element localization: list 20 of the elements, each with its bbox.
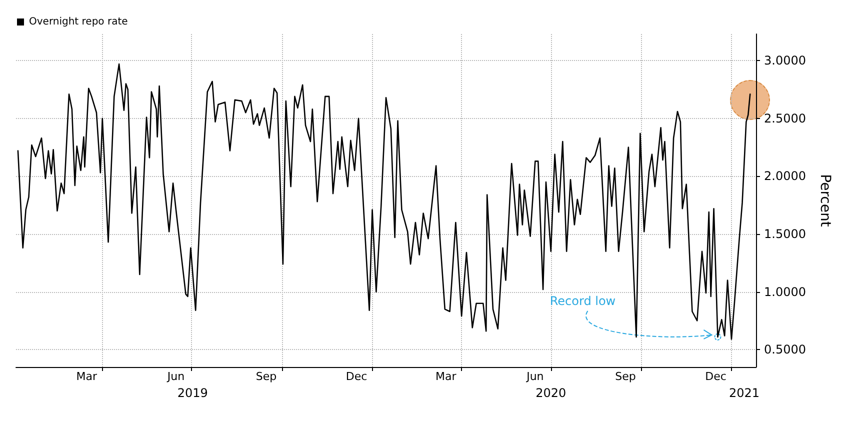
x-tick-label: Mar [76, 370, 98, 383]
y-axis-title: Percent [817, 174, 833, 228]
x2-tick-label: 2021 [728, 386, 760, 400]
y-tick-label: 2.5000 [764, 111, 806, 126]
x-tick-label: Sep [256, 370, 277, 383]
y-tick-label: 3.0000 [764, 54, 806, 68]
y-tick-label: 0.5000 [764, 342, 806, 357]
annotation: Record low [550, 294, 616, 308]
x-tick-label: Jun [166, 370, 185, 383]
x-tick-label: Sep [615, 370, 636, 383]
y-tick-label: 1.0000 [764, 284, 806, 299]
x-tick-label: Dec [705, 370, 726, 383]
x-tick-label: Dec [346, 370, 368, 383]
legend-label: Overnight repo rate [29, 16, 128, 28]
x-tick-label: Jun [526, 370, 544, 383]
y-tick-label: 1.5000 [764, 227, 806, 242]
x2-tick-label: 2019 [177, 386, 208, 400]
x-tick-label: Mar [435, 370, 457, 383]
y-tick-label: 2.0000 [764, 169, 806, 184]
x2-tick-label: 2020 [536, 386, 566, 400]
